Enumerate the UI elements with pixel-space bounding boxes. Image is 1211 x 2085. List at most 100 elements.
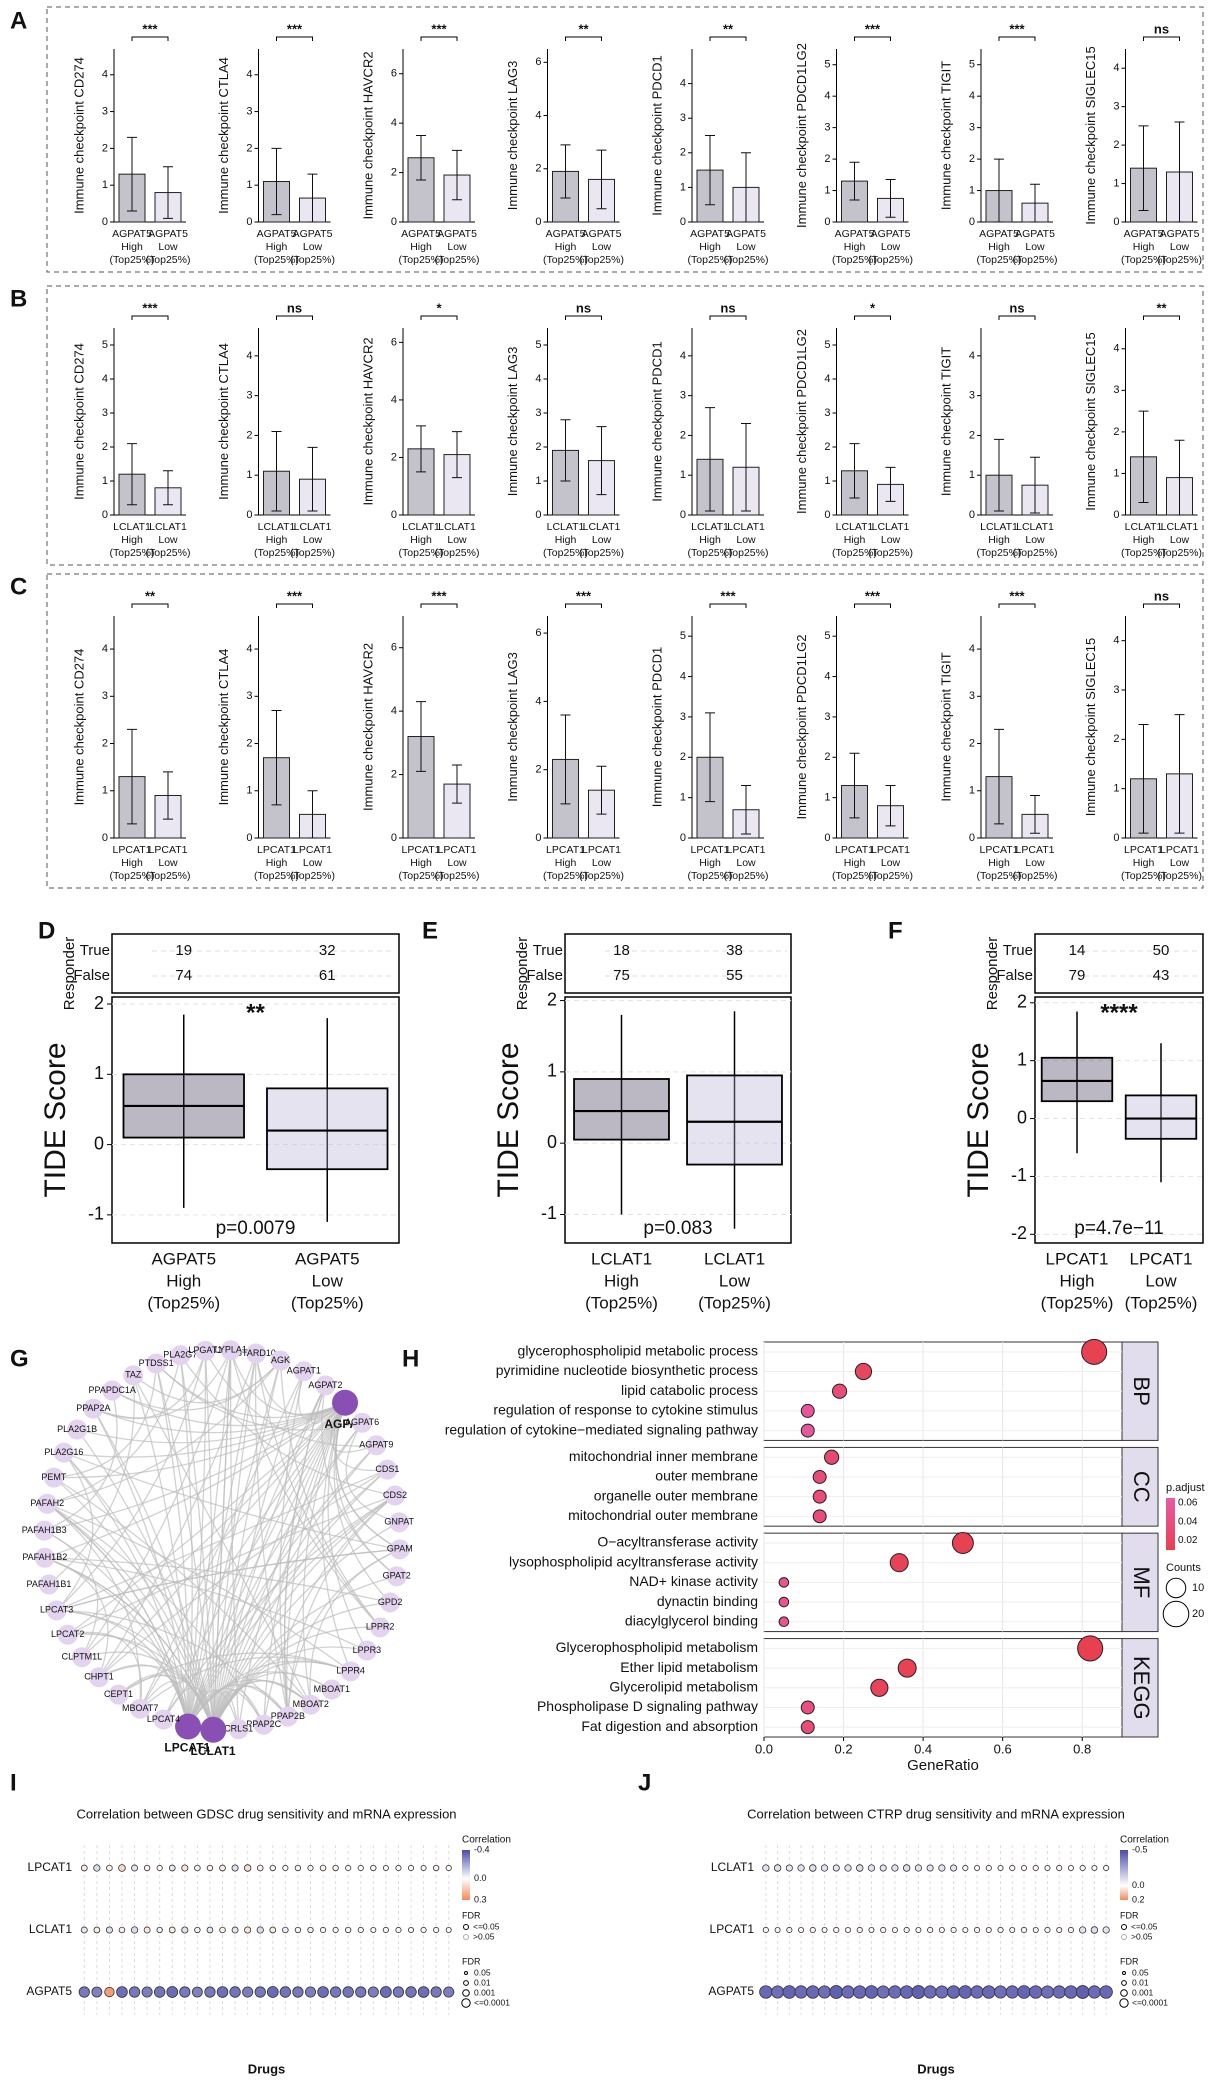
node-label: AGPAT2 bbox=[308, 1380, 342, 1390]
significance: *** bbox=[431, 588, 447, 603]
y-tick-label: 2 bbox=[1113, 426, 1119, 438]
responder-title: Responder bbox=[61, 937, 78, 1010]
dot bbox=[1099, 1985, 1113, 1999]
error-bar bbox=[452, 764, 462, 804]
dot bbox=[118, 1864, 126, 1872]
y-tick-label: 3 bbox=[1113, 101, 1119, 113]
node bbox=[220, 1340, 241, 1361]
y-tick-label: 1 bbox=[680, 469, 686, 481]
x-tick-label: AGPAT5 bbox=[257, 228, 297, 240]
x-tick-label: AGPAT5 bbox=[1015, 228, 1055, 240]
edge bbox=[229, 1350, 240, 1730]
error-bar bbox=[994, 158, 1004, 223]
row-label: True bbox=[1003, 942, 1033, 959]
y-tick-label: 4 bbox=[246, 350, 252, 362]
y-tick-label: 2 bbox=[680, 751, 686, 763]
dot bbox=[380, 1986, 392, 1998]
legend-label: <=0.0001 bbox=[1132, 1997, 1168, 2007]
node-label: PPAP2A bbox=[76, 1403, 110, 1413]
dot bbox=[962, 1864, 969, 1872]
facet-label: MF bbox=[1129, 1566, 1154, 1598]
dot bbox=[897, 1658, 917, 1678]
x-tick-label: LCLAT1 bbox=[149, 521, 187, 533]
x-tick-label: (Top25%) bbox=[146, 547, 191, 559]
term-label: mitochondrial outer membrane bbox=[568, 1507, 758, 1523]
error-bar bbox=[1030, 183, 1040, 223]
x-tick-label: Low bbox=[1170, 241, 1190, 253]
y-axis-label: Immune checkpoint CD274 bbox=[71, 343, 86, 500]
table-count: 79 bbox=[1069, 967, 1086, 984]
y-tick-label: 0 bbox=[391, 509, 397, 521]
dot bbox=[946, 1985, 961, 1999]
node bbox=[46, 1600, 67, 1621]
x-tick-label: High bbox=[121, 534, 143, 546]
y-tick-label: 3 bbox=[246, 105, 252, 117]
edge bbox=[67, 1631, 142, 1709]
dot bbox=[1020, 1926, 1028, 1934]
edge bbox=[204, 1350, 377, 1447]
panel-letter: C bbox=[10, 573, 27, 600]
x-tick-label: AGPAT5 bbox=[1160, 228, 1200, 240]
x-tick-label: LCLAT1 bbox=[294, 521, 332, 533]
error-bar bbox=[127, 443, 137, 506]
node-label: PLA2G16 bbox=[44, 1447, 83, 1457]
y-tick-label: 3 bbox=[680, 390, 686, 402]
x-tick-label: (Top25%) bbox=[688, 254, 733, 266]
node bbox=[366, 1435, 387, 1456]
error-bar bbox=[307, 446, 318, 512]
dot bbox=[997, 1926, 1004, 1934]
dot bbox=[168, 1864, 176, 1872]
x-tick-label: (Top25%) bbox=[1125, 1293, 1198, 1312]
edge bbox=[43, 1530, 189, 1727]
y-axis-label: TIDE Score bbox=[962, 1042, 995, 1197]
error-bar bbox=[596, 765, 607, 815]
dot bbox=[829, 1985, 844, 1999]
x-tick-label: (Top25%) bbox=[399, 547, 444, 559]
edge bbox=[132, 1360, 281, 1404]
dot bbox=[926, 1864, 934, 1872]
table-count: 74 bbox=[175, 967, 192, 984]
error-bar bbox=[560, 144, 571, 199]
dot bbox=[773, 1864, 782, 1872]
dot bbox=[307, 1926, 314, 1934]
dot bbox=[950, 1864, 958, 1872]
dot bbox=[130, 1926, 139, 1934]
y-tick-label: 1 bbox=[1113, 783, 1119, 795]
y-tick-label: 4 bbox=[391, 117, 397, 129]
edge bbox=[118, 1652, 351, 1696]
dot bbox=[319, 1864, 327, 1872]
term-label: Fat digestion and absorption bbox=[581, 1718, 758, 1734]
node bbox=[108, 1684, 129, 1705]
x-tick-label: High bbox=[988, 241, 1010, 253]
dot bbox=[935, 1985, 949, 1999]
x-tick-label: (Top25%) bbox=[1041, 1293, 1114, 1312]
significance: *** bbox=[576, 588, 592, 603]
term-label: glycerophospholipid metabolic process bbox=[518, 1343, 758, 1359]
y-tick-label: 0 bbox=[102, 216, 108, 228]
error-bar bbox=[307, 790, 318, 839]
dot bbox=[168, 1926, 176, 1934]
dot bbox=[1067, 1926, 1075, 1934]
y-tick-label: 3 bbox=[246, 690, 252, 702]
y-tick-label: 2 bbox=[680, 429, 686, 441]
edge bbox=[255, 1353, 381, 1628]
dot bbox=[382, 1926, 389, 1934]
x-tick-label: LPCAT1 bbox=[1124, 844, 1163, 856]
x-tick-label: 0.4 bbox=[914, 1741, 932, 1756]
node-label: CHPT1 bbox=[84, 1672, 114, 1682]
edge bbox=[187, 1402, 346, 1727]
y-tick-label: 2 bbox=[824, 153, 830, 165]
term-label: mitochondrial inner membrane bbox=[569, 1448, 758, 1464]
node-label: MBOAT1 bbox=[314, 1684, 350, 1694]
x-tick-label: (Top25%) bbox=[1157, 870, 1202, 882]
term-label: dynactin binding bbox=[657, 1593, 758, 1609]
y-tick-label: 0 bbox=[94, 1133, 104, 1153]
y-tick-label: 2 bbox=[535, 764, 541, 776]
facet-label: BP bbox=[1129, 1377, 1154, 1406]
y-axis-label: Immune checkpoint PDCD1LG2 bbox=[794, 635, 809, 820]
legend-dot bbox=[461, 1998, 471, 2008]
term-label: regulation of response to cytokine stimu… bbox=[493, 1402, 758, 1418]
significance: ** bbox=[578, 21, 589, 36]
y-tick-label: 6 bbox=[391, 336, 397, 348]
